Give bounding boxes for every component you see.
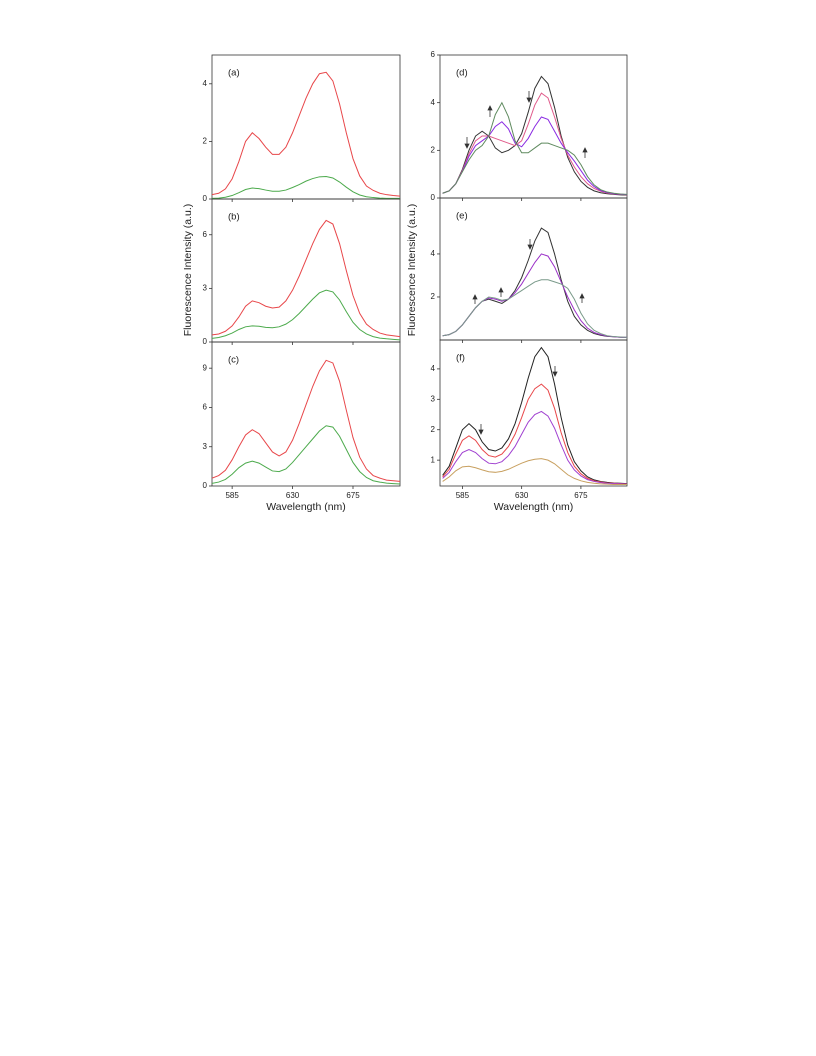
arrow-head [527, 244, 533, 250]
arrow-head [498, 287, 504, 293]
spectrum-line [212, 359, 400, 482]
y-tick-label: 9 [203, 363, 208, 372]
arrow-head [579, 293, 585, 299]
y-tick-label: 3 [203, 442, 208, 451]
y-tick-label: 6 [203, 230, 208, 239]
arrow-head [582, 147, 588, 153]
spectrum-line [442, 75, 627, 196]
x-axis-title: Wavelength (nm) [266, 501, 346, 513]
arrow-head [526, 97, 532, 103]
y-tick-label: 3 [431, 394, 436, 403]
spectrum-line [212, 71, 400, 197]
y-tick-label: 3 [203, 283, 208, 292]
y-axis-title: Fluorescence Intensity (a.u.) [182, 204, 194, 336]
x-tick-label: 675 [346, 491, 360, 500]
arrow-head [464, 143, 470, 149]
y-tick-label: 6 [203, 403, 208, 412]
arrow-head [478, 429, 484, 435]
panel-label: (b) [228, 212, 240, 223]
y-tick-label: 4 [203, 79, 208, 88]
y-tick-label: 2 [431, 145, 436, 154]
y-axis-title: Fluorescence Intensity (a.u.) [406, 204, 418, 336]
arrow-head [487, 105, 493, 111]
y-tick-label: 0 [203, 337, 208, 346]
y-tick-label: 4 [431, 364, 436, 373]
x-axis-title: Wavelength (nm) [494, 501, 574, 513]
spectrum-line [442, 279, 627, 338]
y-tick-label: 2 [431, 425, 436, 434]
y-tick-label: 6 [431, 50, 436, 59]
y-tick-label: 0 [431, 193, 436, 202]
spectrum-line [442, 116, 627, 196]
trend-arrows [464, 91, 588, 435]
x-tick-label: 585 [456, 491, 470, 500]
panel-label: (f) [456, 353, 465, 364]
spectrum-line [212, 176, 400, 199]
spectrum-line [442, 383, 627, 485]
panel-label: (a) [228, 68, 240, 79]
spectrum-line [442, 101, 627, 195]
arrow-head [552, 371, 558, 377]
y-tick-label: 0 [203, 194, 208, 203]
plot-frame [439, 339, 628, 487]
x-tick-label: 585 [225, 491, 239, 500]
plot-frame [211, 198, 401, 343]
spectrum-line [212, 219, 400, 338]
plot-frame [439, 197, 628, 341]
x-tick-label: 630 [286, 491, 300, 500]
spectrum-line [442, 227, 627, 338]
spectrum-line [442, 458, 627, 485]
y-tick-label: 4 [431, 249, 436, 258]
plot-frame [439, 54, 628, 199]
y-tick-label: 2 [203, 137, 208, 146]
arrow-head [472, 294, 478, 300]
y-tick-label: 0 [203, 481, 208, 490]
spectrum-line [442, 410, 627, 485]
spectrum-line [442, 92, 627, 196]
panel-label: (d) [456, 68, 468, 79]
spectrum-line [212, 425, 400, 485]
x-tick-label: 675 [574, 491, 588, 500]
spectrum-line [442, 253, 627, 338]
x-tick-label: 630 [515, 491, 529, 500]
y-tick-label: 2 [431, 292, 436, 301]
panel-label: (e) [456, 211, 468, 222]
panel-label: (c) [228, 355, 239, 366]
spectrum-line [212, 289, 400, 341]
plot-frame [211, 54, 401, 200]
plot-frame [211, 341, 401, 487]
spectrum-line [442, 346, 627, 485]
y-tick-label: 1 [431, 455, 436, 464]
y-tick-label: 4 [431, 98, 436, 107]
